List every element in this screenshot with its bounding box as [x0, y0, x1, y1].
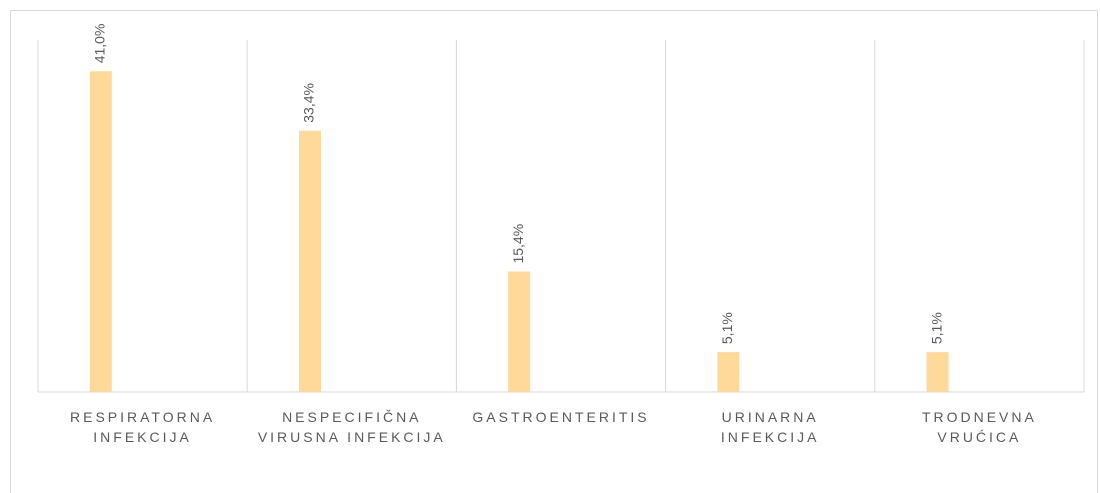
bar: [298, 130, 321, 392]
x-tick-label: NESPECIFIČNA VIRUSNA INFEKCIJA: [257, 409, 446, 445]
x-tick-label: RESPIRATORNA INFEKCIJA: [70, 409, 216, 445]
data-label: 5,1%: [928, 312, 944, 344]
data-label: 41,0%: [91, 24, 107, 64]
data-label: 15,4%: [510, 224, 526, 264]
data-label: 5,1%: [719, 312, 735, 344]
data-label: 33,4%: [301, 83, 317, 123]
bar: [89, 71, 112, 393]
bar: [926, 352, 949, 392]
bar: [717, 352, 740, 392]
x-tick-label: TRODNEVNA VRUĆICA: [921, 409, 1037, 445]
bar: [508, 271, 531, 392]
x-tick-label: URINARNA INFEKCIJA: [720, 409, 820, 445]
chart-frame: [10, 10, 1098, 493]
x-tick-label: GASTROENTERITIS: [472, 409, 650, 425]
